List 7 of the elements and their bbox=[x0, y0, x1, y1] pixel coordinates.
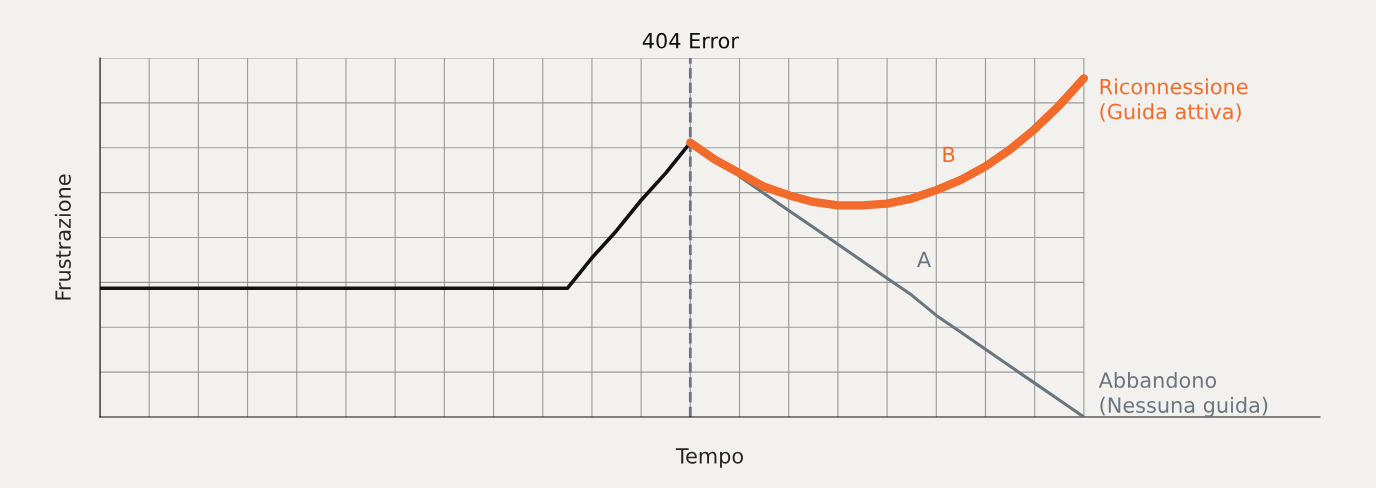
annotation: B bbox=[943, 146, 955, 163]
text: 404 Error bbox=[642, 32, 739, 49]
annotation: A bbox=[917, 251, 931, 268]
y-axis-title: Frustrazione bbox=[54, 174, 71, 300]
series-label: Riconnessione (Guida attiva) bbox=[1100, 78, 1248, 122]
series-label: Abbandono (Nessuna guida) bbox=[1098, 371, 1268, 417]
x-axis-title: Tempo bbox=[675, 448, 743, 468]
